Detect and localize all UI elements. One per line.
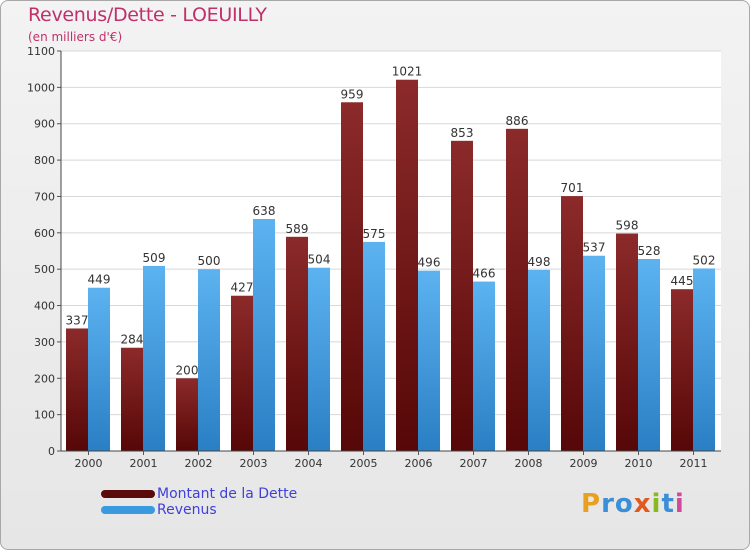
proxiti-logo: Proxiti: [581, 489, 685, 519]
data-label: 1021: [392, 65, 423, 79]
bar-debt: [286, 236, 308, 451]
x-tick-label: 2000: [75, 457, 103, 470]
bar-revenus: [88, 287, 110, 451]
data-label: 853: [451, 126, 474, 140]
data-label: 701: [561, 181, 584, 195]
x-tick-label: 2011: [680, 457, 708, 470]
x-tick-label: 2007: [460, 457, 488, 470]
data-label: 598: [616, 219, 639, 233]
x-tick-label: 2005: [350, 457, 378, 470]
data-label: 504: [308, 253, 331, 267]
bar-debt: [66, 328, 88, 451]
data-label: 445: [671, 274, 694, 288]
x-tick-label: 2009: [570, 457, 598, 470]
x-tick-label: 2006: [405, 457, 433, 470]
plot-area: [61, 51, 721, 451]
x-tick-label: 2003: [240, 457, 268, 470]
bar-revenus: [693, 268, 715, 451]
data-label: 502: [693, 253, 716, 267]
bar-revenus: [418, 270, 440, 451]
data-label: 498: [528, 255, 551, 269]
chart-legend: Montant de la Dette Revenus: [101, 486, 297, 518]
legend-swatch-revenus: [101, 506, 155, 514]
bar-debt: [671, 289, 693, 451]
bar-revenus: [473, 281, 495, 451]
legend-label-debt: Montant de la Dette: [157, 486, 298, 502]
legend-item-debt: Montant de la Dette: [101, 486, 297, 502]
y-tick-label: 700: [34, 190, 55, 203]
data-label: 509: [143, 251, 166, 265]
y-tick-label: 200: [34, 372, 55, 385]
bar-revenus: [253, 219, 275, 451]
x-tick-label: 2008: [515, 457, 543, 470]
bar-debt: [231, 295, 253, 451]
data-label: 496: [418, 256, 441, 270]
bar-revenus: [143, 265, 165, 451]
legend-label-revenus: Revenus: [157, 502, 217, 518]
data-label: 500: [198, 254, 221, 268]
data-label: 200: [176, 363, 199, 377]
chart-title: Revenus/Dette - LOEUILLY: [28, 4, 267, 26]
legend-item-revenus: Revenus: [101, 502, 297, 518]
bar-revenus: [308, 267, 330, 451]
y-tick-label: 0: [48, 445, 55, 458]
bar-debt: [616, 233, 638, 451]
y-tick-label: 500: [34, 263, 55, 276]
y-tick-label: 1000: [27, 81, 55, 94]
bar-revenus: [583, 255, 605, 451]
legend-swatch-debt: [101, 490, 155, 498]
data-label: 959: [341, 87, 364, 101]
bar-revenus: [198, 269, 220, 451]
data-label: 449: [88, 273, 111, 287]
bar-debt: [451, 140, 473, 451]
y-tick-label: 900: [34, 118, 55, 131]
y-tick-label: 400: [34, 300, 55, 313]
bar-revenus: [363, 241, 385, 451]
bar-debt: [506, 128, 528, 451]
data-label: 427: [231, 281, 254, 295]
data-label: 528: [638, 244, 661, 258]
bar-debt: [396, 79, 418, 452]
y-tick-label: 100: [34, 409, 55, 422]
data-label: 638: [253, 204, 276, 218]
data-label: 886: [506, 114, 529, 128]
y-tick-label: 600: [34, 227, 55, 240]
bar-revenus: [638, 259, 660, 451]
data-label: 537: [583, 241, 606, 255]
bar-debt: [561, 196, 583, 451]
data-label: 589: [286, 222, 309, 236]
bar-revenus: [528, 269, 550, 451]
x-tick-label: 2002: [185, 457, 213, 470]
data-label: 466: [473, 267, 496, 281]
y-tick-label: 800: [34, 154, 55, 167]
x-tick-label: 2004: [295, 457, 323, 470]
data-label: 284: [121, 333, 144, 347]
bar-debt: [341, 102, 363, 451]
data-label: 575: [363, 227, 386, 241]
bar-debt: [121, 347, 143, 451]
x-tick-label: 2001: [130, 457, 158, 470]
y-tick-label: 300: [34, 336, 55, 349]
data-label: 337: [66, 313, 89, 327]
x-tick-label: 2010: [625, 457, 653, 470]
bar-debt: [176, 378, 198, 451]
y-tick-label: 1100: [27, 45, 55, 58]
chart-subtitle: (en milliers d'€): [28, 30, 123, 44]
